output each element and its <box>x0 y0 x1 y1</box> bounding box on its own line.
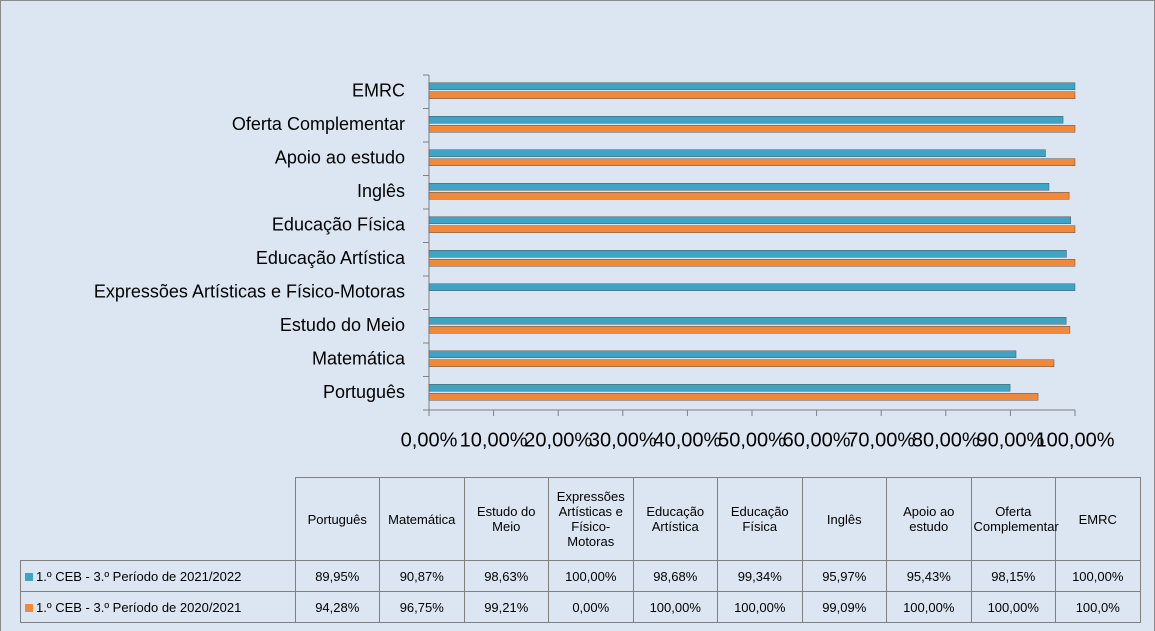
column-header: Matemática <box>379 477 465 561</box>
series-row: 1.º CEB - 3.º Período de 2021/2022 89,95%… <box>20 560 1141 592</box>
legend-key <box>25 572 33 581</box>
column-header: Inglês <box>801 477 887 561</box>
legend-cell: 1.º CEB - 3.º Período de 2020/2021 <box>20 591 296 623</box>
y-tick-label: Expressões Artísticas e Físico-Motoras <box>94 282 405 302</box>
value-cell: 89,95% <box>294 560 380 592</box>
value-cell: 100,00% <box>970 591 1056 623</box>
bar <box>428 384 1011 392</box>
x-tick-label: 0,00% <box>401 429 458 451</box>
legend-key <box>25 603 33 612</box>
x-tick-label: 10,00% <box>460 429 528 451</box>
x-tick-label: 20,00% <box>524 429 592 451</box>
y-tick-label: EMRC <box>352 81 405 101</box>
y-tick-label: Estudo do Meio <box>280 315 405 335</box>
column-header: Estudo do Meio <box>463 477 549 561</box>
header-row: Português Matemática Estudo do Meio Express… <box>20 477 1141 561</box>
bar <box>428 116 1064 124</box>
legend-cell: 1.º CEB - 3.º Período de 2021/2022 <box>20 560 296 592</box>
value-cell: 95,97% <box>801 560 887 592</box>
x-tick-label: 30,00% <box>589 429 657 451</box>
column-header: Apoio ao estudo <box>886 477 972 561</box>
value-cell: 98,63% <box>463 560 549 592</box>
data-table: Português Matemática Estudo do Meio Express… <box>20 477 1141 623</box>
bar <box>428 250 1067 258</box>
legend-label: 1.º CEB - 3.º Período de 2020/2021 <box>36 599 242 615</box>
value-cell: 100,00% <box>1055 560 1141 592</box>
bar <box>428 82 1076 90</box>
bar <box>428 359 1055 367</box>
value-cell: 99,34% <box>717 560 803 592</box>
column-header: Educação Artística <box>632 477 718 561</box>
bar <box>428 91 1076 99</box>
column-header: Oferta Complementar <box>970 477 1059 561</box>
x-tick-label: 60,00% <box>783 429 851 451</box>
value-cell: 100,00% <box>717 591 803 623</box>
bar <box>428 158 1076 166</box>
value-cell: 96,75% <box>379 591 465 623</box>
y-tick-label: Inglês <box>357 181 405 201</box>
bar <box>428 192 1070 200</box>
y-tick-label: Matemática <box>312 349 406 369</box>
corner <box>20 477 296 561</box>
value-cell: 95,43% <box>886 560 972 592</box>
column-header: EMRC <box>1055 477 1141 561</box>
bar <box>428 225 1076 233</box>
y-tick-label: Oferta Complementar <box>232 114 405 134</box>
value-cell: 94,28% <box>294 591 380 623</box>
column-header: Português <box>294 477 380 561</box>
x-tick-label: 80,00% <box>912 429 980 451</box>
bar <box>428 259 1076 267</box>
value-cell: 100,00% <box>632 591 718 623</box>
x-tick-label: 70,00% <box>847 429 915 451</box>
x-tick-label: 40,00% <box>653 429 721 451</box>
bar <box>428 149 1046 157</box>
x-tick-label: 100,00% <box>1036 429 1115 451</box>
value-cell: 100,0% <box>1055 591 1141 623</box>
y-tick-label: Educação Artística <box>256 248 406 268</box>
bar <box>428 183 1050 191</box>
value-cell: 99,09% <box>801 591 887 623</box>
bar <box>428 393 1039 401</box>
legend-label: 1.º CEB - 3.º Período de 2021/2022 <box>36 568 242 584</box>
bar <box>428 125 1076 133</box>
value-cell: 98,68% <box>632 560 718 592</box>
bar <box>428 317 1067 325</box>
column-header: Expressões Artísticas e Físico-Motoras <box>548 477 634 561</box>
x-tick-label: 90,00% <box>976 429 1044 451</box>
bar <box>428 326 1071 334</box>
value-cell: 0,00% <box>548 591 634 623</box>
bar <box>428 216 1071 224</box>
bar <box>428 283 1076 291</box>
column-header: Educação Física <box>717 477 803 561</box>
value-cell: 100,00% <box>548 560 634 592</box>
value-cell: 99,21% <box>463 591 549 623</box>
y-tick-label: Apoio ao estudo <box>275 148 405 168</box>
value-cell: 100,00% <box>886 591 972 623</box>
x-tick-label: 50,00% <box>718 429 786 451</box>
value-cell: 90,87% <box>379 560 465 592</box>
series-row: 1.º CEB - 3.º Período de 2020/2021 94,28%… <box>20 591 1141 623</box>
bar <box>428 350 1017 358</box>
value-cell: 98,15% <box>970 560 1056 592</box>
y-tick-label: Educação Física <box>272 215 406 235</box>
y-tick-label: Português <box>323 382 405 402</box>
